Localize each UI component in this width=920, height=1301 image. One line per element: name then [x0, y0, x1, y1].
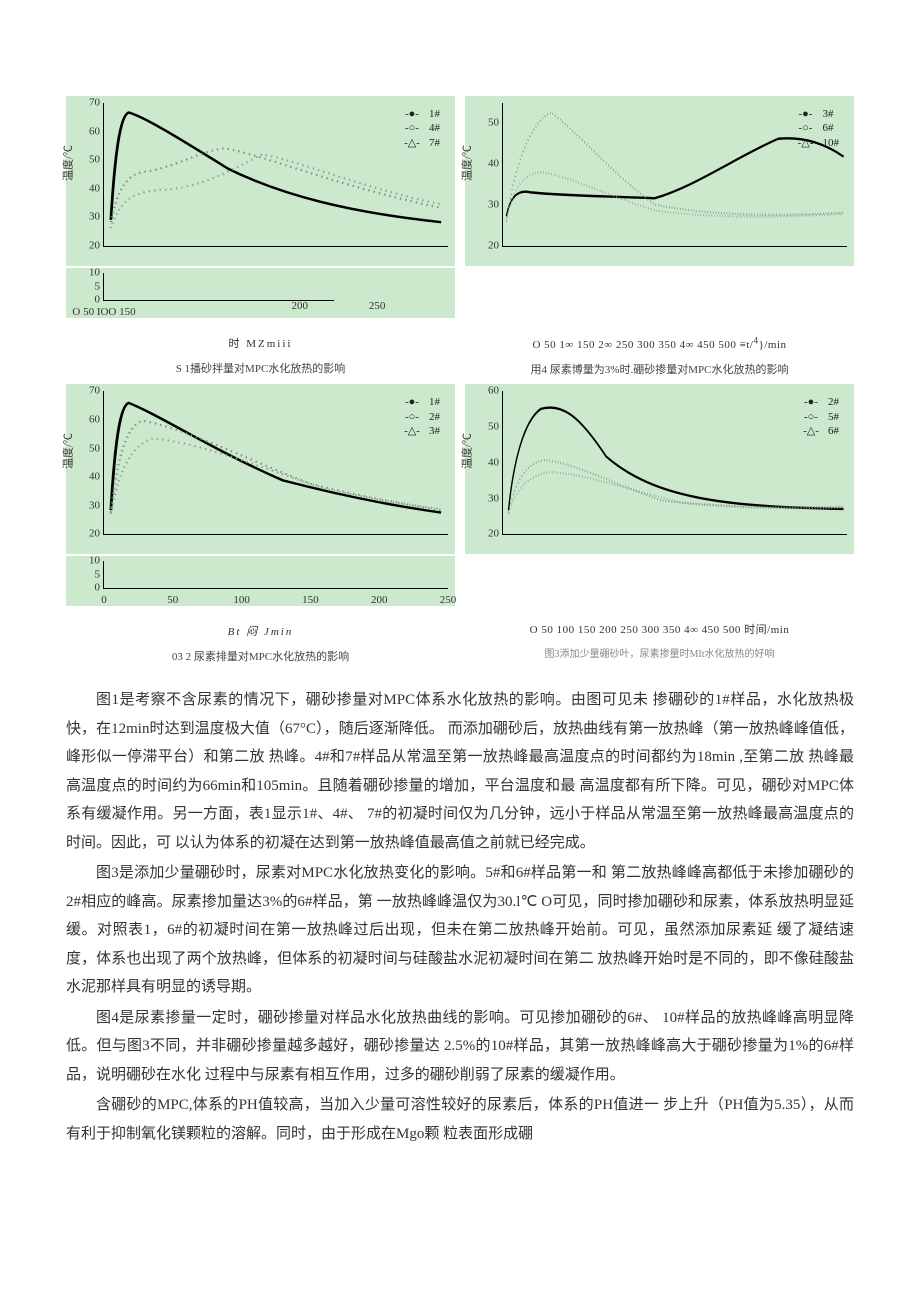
figure-2-legend: -●-1# -○-2# -△-3# — [399, 395, 440, 438]
ytick: 60 — [89, 410, 104, 431]
xtick: 200 — [371, 588, 388, 611]
xtick: O 50 IOO 150 — [72, 300, 135, 323]
ytick: 60 — [89, 121, 104, 142]
ytick: 50 — [488, 113, 503, 134]
ytick: 70 — [89, 381, 104, 402]
figure-2-plot: 20 30 40 50 60 70 -●-1# -○-2# -△-3# — [103, 391, 448, 535]
ytick: 40 — [488, 154, 503, 175]
figure-4-caption: 用4 尿素博量为3%时.硼砂掺量对MPC水化放热的影响 — [465, 360, 854, 381]
figure-2-cell: 20 30 40 50 60 70 -●-1# -○-2# -△-3# 温度/℃ — [66, 384, 455, 668]
figure-1-legend: -●-1# -○-4# -△-7# — [399, 107, 440, 150]
figure-1-caption: S 1播砂拌量对MPC水化放热的影响 — [66, 359, 455, 380]
figure-1-plot: 20 30 40 50 60 70 -●-1# -○-4# -△-7# — [103, 103, 448, 247]
xtick: 150 — [302, 588, 319, 611]
figure-1-ylabel: 温度/℃ — [59, 145, 80, 181]
figure-3-xticks: O 50 100 150 200 250 300 350 4∞ 450 500 … — [465, 620, 854, 641]
xtick: 250 — [369, 296, 386, 317]
figure-4-legend: -●-3# -○-6# -△-10# — [793, 107, 840, 150]
figure-3-legend: -●-2# -○-5# -△-6# — [798, 395, 839, 438]
figure-grid: 20 30 40 50 60 70 -●-1# -○-4# -△-7# 温度/℃ — [66, 96, 854, 668]
figure-1: 20 30 40 50 60 70 -●-1# -○-4# -△-7# 温度/℃ — [66, 96, 455, 266]
figure-2: 20 30 40 50 60 70 -●-1# -○-2# -△-3# 温度/℃ — [66, 384, 455, 554]
figure-4-plot: 20 30 40 50 -●-3# -○-6# -△-10# — [502, 103, 847, 247]
ytick: 50 — [89, 150, 104, 171]
figure-3-curves — [503, 391, 847, 534]
ytick: 40 — [89, 178, 104, 199]
ytick: 30 — [89, 495, 104, 516]
figure-4-cell: 20 30 40 50 -●-3# -○-6# -△-10# 温度/℃ O 50… — [465, 96, 854, 380]
ytick: 50 — [89, 438, 104, 459]
ytick: 50 — [488, 417, 503, 438]
ytick: 20 — [488, 236, 503, 257]
chart-row-2: 20 30 40 50 60 70 -●-1# -○-2# -△-3# 温度/℃ — [66, 384, 854, 668]
ytick: 70 — [89, 93, 104, 114]
xtick: 100 — [233, 588, 250, 611]
paragraph-2: 图3是添加少量硼砂时，尿素对MPC水化放热变化的影响。5#和6#样品第一和 第二… — [66, 859, 854, 1002]
figure-3-caption: 图3添加少量硼砂叶，尿素掺量时MIt水化放热的好响 — [465, 645, 854, 664]
ytick: 30 — [488, 194, 503, 215]
figure-4-xticks: O 50 1∞ 150 2∞ 250 300 350 4∞ 450 500 ≡t… — [465, 332, 854, 356]
xtick: 50 — [167, 588, 178, 611]
ytick: 30 — [488, 488, 503, 509]
paragraph-1: 图1是考察不含尿素的情况下，硼砂掺量对MPC体系水化放热的影响。由图可见未 掺硼… — [66, 686, 854, 857]
ytick: 40 — [89, 467, 104, 488]
figure-2-inset-plot: 0 5 10 0 50 100 150 200 250 — [103, 561, 448, 589]
figure-2-caption: 03 2 尿素排量对MPC水化放热的影响 — [66, 647, 455, 668]
paragraph-3: 图4是尿素掺量一定时，硼砂掺量对样品水化放热曲线的影响。可见掺加硼砂的6#、 1… — [66, 1004, 854, 1090]
paragraph-4: 含硼砂的MPC,体系的PH值较高，当加入少量可溶性较好的尿素后，体系的PH值进一… — [66, 1091, 854, 1148]
ytick: 10 — [89, 263, 104, 284]
figure-1-cell: 20 30 40 50 60 70 -●-1# -○-4# -△-7# 温度/℃ — [66, 96, 455, 380]
ytick: 40 — [488, 452, 503, 473]
figure-2-ylabel: 温度/℃ — [59, 433, 80, 469]
chart-row-1: 20 30 40 50 60 70 -●-1# -○-4# -△-7# 温度/℃ — [66, 96, 854, 380]
figure-3-ylabel: 温度/℃ — [458, 433, 479, 469]
figure-3-plot: 20 30 40 50 60 -●-2# -○-5# -△-6# — [502, 391, 847, 535]
figure-3-cell: 20 30 40 50 60 -●-2# -○-5# -△-6# 温度/℃ — [465, 384, 854, 668]
ytick: 20 — [488, 524, 503, 545]
ytick: 20 — [89, 524, 104, 545]
xtick: 250 — [440, 588, 457, 611]
figure-1-inset: 0 5 10 O 50 IOO 150 200 250 — [66, 268, 455, 318]
ytick: 20 — [89, 236, 104, 257]
xtick: 0 — [101, 588, 107, 611]
ytick: 60 — [488, 381, 503, 402]
figure-2-curves — [104, 391, 448, 534]
xtick: 200 — [291, 296, 308, 317]
figure-1-xlabel: 时 MZmiii — [66, 334, 455, 355]
ytick: 10 — [89, 551, 104, 572]
figure-3: 20 30 40 50 60 -●-2# -○-5# -△-6# 温度/℃ — [465, 384, 854, 554]
figure-1-curves — [104, 103, 448, 246]
ytick: 30 — [89, 207, 104, 228]
figure-4: 20 30 40 50 -●-3# -○-6# -△-10# 温度/℃ — [465, 96, 854, 266]
figure-2-xlabel: Bt 闷 Jmin — [66, 622, 455, 643]
figure-2-inset: 0 5 10 0 50 100 150 200 250 — [66, 556, 455, 606]
figure-4-ylabel: 温度/℃ — [458, 145, 479, 181]
